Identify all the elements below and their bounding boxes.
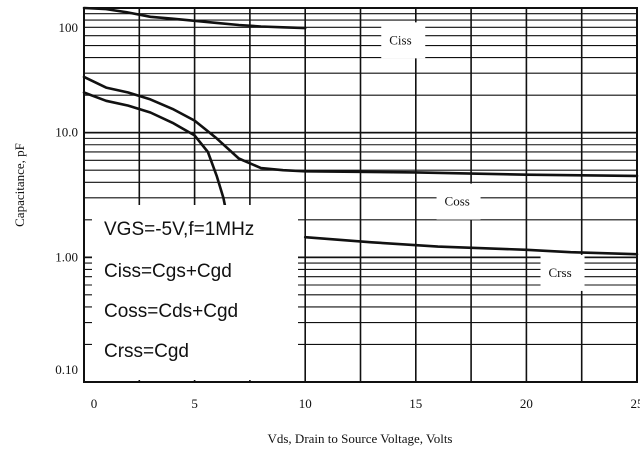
- y-axis-label: Capacitance, pF: [12, 143, 27, 227]
- x-tick-label: 20: [520, 396, 533, 411]
- note-line: Ciss=Cgs+Cgd: [104, 261, 232, 282]
- label-masks: [85, 22, 585, 381]
- note-line: Crss=Cgd: [104, 341, 189, 362]
- x-tick-label: 15: [409, 396, 422, 411]
- curve-label-coss: Coss: [445, 194, 470, 209]
- x-tick-label: 10: [299, 396, 312, 411]
- series-ciss: [82, 6, 307, 30]
- x-tick-label: 5: [191, 396, 198, 411]
- curve-label-mask: [381, 22, 426, 59]
- tick-mask: [85, 362, 93, 381]
- y-tick-label: 1.00: [55, 249, 78, 264]
- curve-label-mask: [540, 254, 585, 291]
- series-crss-tail: [303, 235, 639, 256]
- x-axis-label: Vds, Drain to Source Voltage, Volts: [267, 431, 452, 446]
- curve-label-mask: [436, 183, 481, 220]
- y-tick-label: 10.0: [55, 125, 78, 140]
- curve-label-ciss: Ciss: [389, 32, 411, 47]
- x-tick-label: 0: [91, 396, 98, 411]
- y-tick-label: 100: [59, 20, 79, 35]
- text-layer: 0 5 10 15 20 25 0.10 1.00 10.0 100 Ciss Coss Crss VGS…: [55, 20, 640, 411]
- note-line: VGS=-5V,f=1MHz: [104, 219, 254, 240]
- y-tick-label: 0.10: [55, 362, 78, 377]
- series-coss: [82, 75, 639, 178]
- curve-label-crss: Crss: [549, 265, 572, 280]
- x-tick-label: 25: [631, 396, 640, 411]
- note-line: Coss=Cds+Cgd: [104, 301, 238, 322]
- notes-mask: [92, 205, 298, 380]
